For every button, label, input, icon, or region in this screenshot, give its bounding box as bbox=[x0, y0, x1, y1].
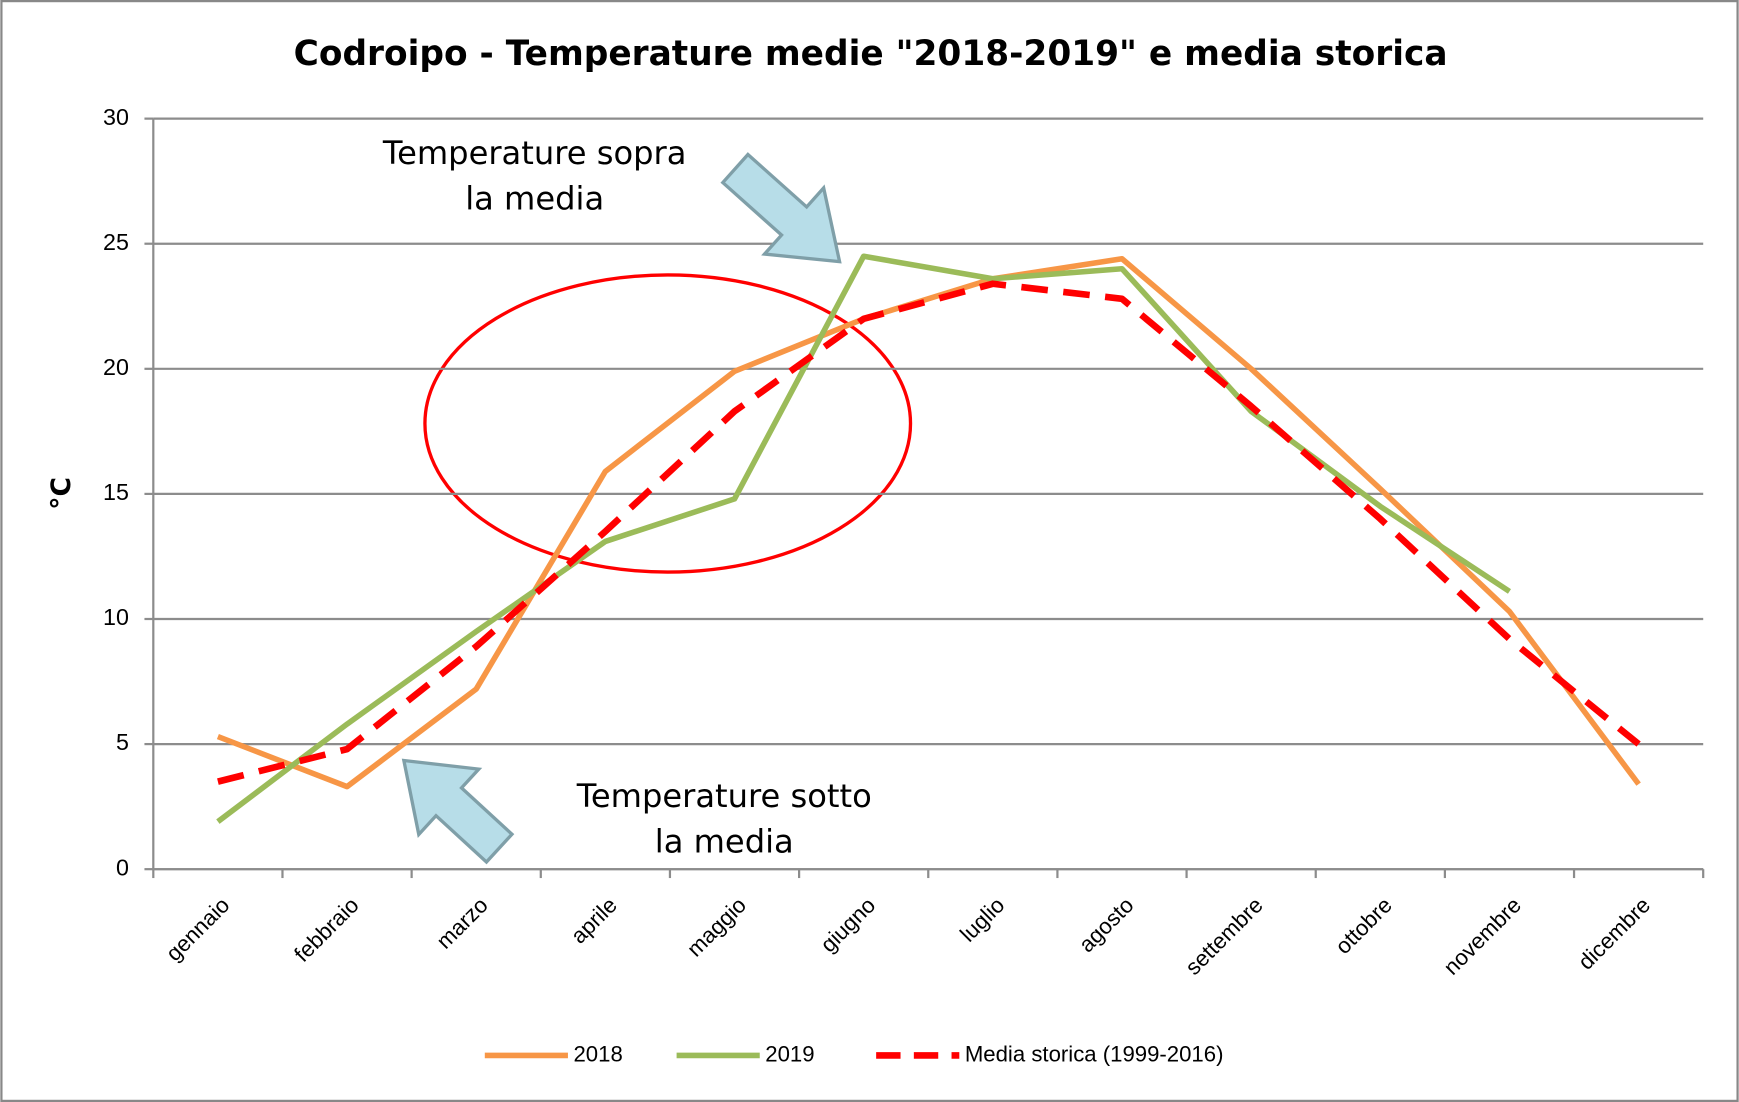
legend-label: Media storica (1999-2016) bbox=[965, 1041, 1224, 1066]
highlight-ellipse bbox=[423, 273, 913, 574]
arrow bbox=[401, 758, 515, 865]
y-tick-label: 10 bbox=[103, 604, 129, 630]
y-tick-label: 25 bbox=[103, 229, 129, 255]
y-tick-label: 15 bbox=[103, 479, 129, 505]
legend-label: 2018 bbox=[573, 1041, 622, 1066]
y-tick-label: 20 bbox=[103, 354, 129, 380]
y-axis-label: °C bbox=[46, 477, 77, 510]
series-line bbox=[216, 255, 1641, 790]
arrow bbox=[720, 152, 842, 264]
annotation: la media bbox=[465, 180, 604, 218]
y-tick-label: 30 bbox=[103, 104, 129, 130]
annotation: Temperature sopra bbox=[382, 134, 687, 172]
series-line bbox=[217, 280, 1641, 785]
series-line bbox=[216, 253, 1511, 824]
chart-title: Codroipo - Temperature medie "2018-2019"… bbox=[294, 34, 1448, 74]
annotation: Temperature sotto bbox=[576, 777, 872, 815]
legend-label: 2019 bbox=[765, 1041, 814, 1066]
annotation: la media bbox=[655, 823, 794, 861]
y-tick-label: 5 bbox=[116, 729, 129, 755]
y-tick-label: 0 bbox=[116, 854, 129, 880]
